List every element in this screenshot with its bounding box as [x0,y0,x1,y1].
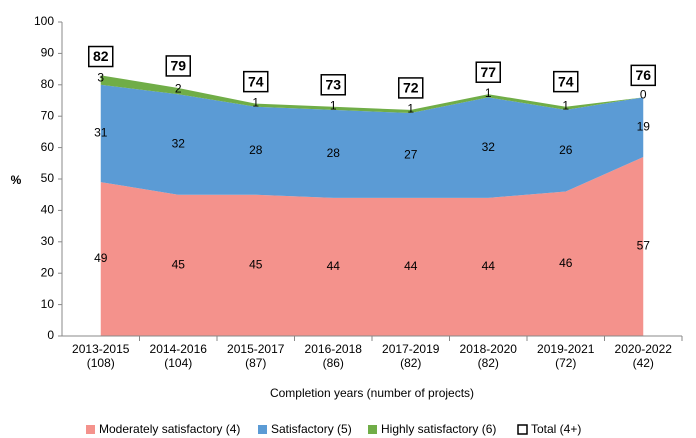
y-tick-label: 0 [47,328,54,342]
value-label: 0 [640,88,647,102]
total-label: 73 [325,76,341,92]
value-label: 44 [327,259,341,273]
x-tick-label: 2013-2015 [72,342,130,356]
value-label: 46 [559,256,573,270]
value-label: 45 [172,258,186,272]
value-label: 26 [559,143,573,157]
total-label: 77 [480,64,496,80]
value-label: 45 [249,258,263,272]
total-box [320,74,346,96]
total-box [243,70,269,93]
value-label: 1 [407,102,414,116]
total-label: 76 [635,67,651,83]
total-box [553,70,579,93]
y-tick-label: 60 [41,140,55,154]
value-label: 2 [175,81,182,95]
x-tick-label: 2014-2016 [150,342,208,356]
x-tick-label: (108) [87,356,115,370]
y-tick-label: 10 [41,297,55,311]
total-box [630,64,656,87]
value-label: 32 [172,137,186,151]
y-tick-label: 100 [34,14,54,28]
y-tick-label: 20 [41,265,55,279]
legend-swatch [258,425,267,434]
y-axis-label: % [11,173,22,187]
y-tick-label: 70 [41,108,55,122]
value-label: 32 [482,140,496,154]
total-box [165,55,191,77]
legend-label: Highly satisfactory (6) [381,422,496,436]
x-axis-label: Completion years (number of projects) [270,386,474,400]
x-tick-label: (82) [400,356,421,370]
legend-swatch [517,424,528,435]
value-label: 1 [562,99,569,113]
value-label: 3 [97,70,104,84]
legend-swatch [86,425,95,434]
total-label: 72 [403,80,419,96]
x-tick-label: 2015-2017 [227,342,285,356]
x-tick-label: (82) [478,356,499,370]
value-label: 1 [330,99,337,113]
value-label: 1 [252,95,259,109]
value-label: 44 [404,259,418,273]
value-label: 27 [404,148,418,162]
y-tick-label: 80 [41,77,55,91]
area [100,157,644,336]
legend-label: Satisfactory (5) [271,422,352,436]
total-box [398,77,424,99]
value-label: 28 [249,143,263,157]
value-label: 28 [327,146,341,160]
x-tick-label: 2020-2022 [615,342,673,356]
total-label: 74 [248,73,264,89]
value-label: 44 [482,259,496,273]
x-tick-label: 2017-2019 [382,342,440,356]
x-tick-label: (72) [555,356,576,370]
value-label: 31 [94,126,108,140]
value-label: 49 [94,251,108,265]
x-tick-label: (104) [164,356,192,370]
area [100,84,644,198]
legend-label: Moderately satisfactory (4) [99,422,240,436]
x-tick-label: (86) [323,356,344,370]
y-tick-label: 30 [41,234,55,248]
value-label: 57 [637,239,651,253]
total-label: 82 [93,48,109,64]
x-tick-label: 2019-2021 [537,342,595,356]
total-label: 74 [558,73,574,89]
total-label: 79 [170,58,186,74]
legend-swatch [368,425,377,434]
legend-label: Total (4+) [531,422,581,436]
value-label: 19 [637,119,651,133]
x-tick-label: 2016-2018 [305,342,363,356]
x-tick-label: (42) [633,356,654,370]
x-tick-label: (87) [245,356,266,370]
x-tick-label: 2018-2020 [460,342,518,356]
y-tick-label: 50 [41,171,55,185]
total-box [88,45,114,68]
y-tick-label: 40 [41,203,55,217]
value-label: 1 [485,86,492,100]
area [100,75,644,114]
total-box [475,61,501,83]
y-tick-label: 90 [41,46,55,60]
